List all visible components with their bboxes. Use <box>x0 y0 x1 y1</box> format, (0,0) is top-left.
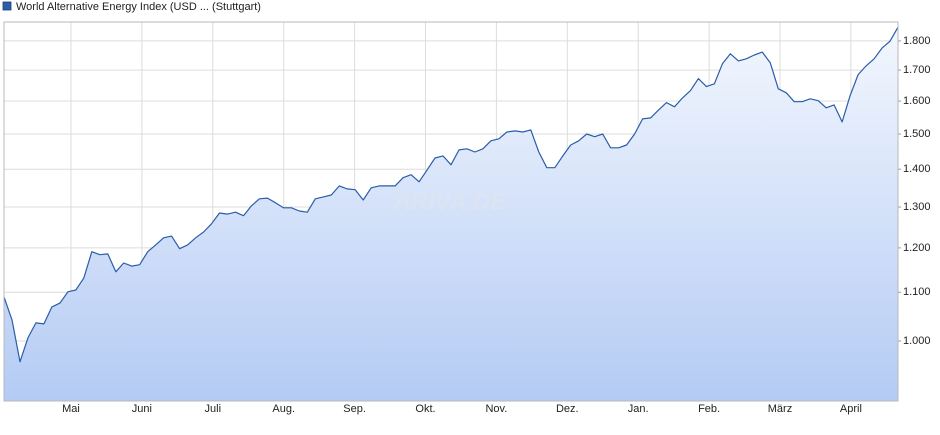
axes: 1.000 1.100 1.200 1.300 1.400 1.500 1.600 1.700… <box>3 21 931 415</box>
x-tick-label: Feb. <box>698 403 720 415</box>
area <box>4 27 898 401</box>
watermark: ARIVA.DE <box>393 188 508 215</box>
x-tick-label: Dez. <box>556 403 579 415</box>
legend-label: World Alternative Energy Index (USD ... … <box>16 1 261 13</box>
x-tick-label: Nov. <box>485 403 507 415</box>
x-tick-label: Sep. <box>343 403 366 415</box>
plot-frame <box>3 21 899 402</box>
y-tick-label: 1.500 <box>903 128 931 140</box>
y-tick-label: 1.700 <box>903 64 931 76</box>
plot <box>3 26 899 401</box>
x-tick-label: Aug. <box>272 403 295 415</box>
x-tick-label: Mai <box>62 403 80 415</box>
y-tick-label: 1.100 <box>903 286 931 298</box>
y-tick-label: 1.400 <box>903 163 931 175</box>
y-tick-label: 1.600 <box>903 95 931 107</box>
x-tick-label: April <box>840 403 862 415</box>
y-tick-label: 1.300 <box>903 201 931 213</box>
x-tick-label: Jan. <box>628 403 649 415</box>
x-tick-label: Juli <box>205 403 222 415</box>
y-tick-label: 1.800 <box>903 35 931 47</box>
y-tick-label: 1.000 <box>903 335 931 347</box>
x-tick-label: März <box>768 403 792 415</box>
x-tick-label: Juni <box>132 403 152 415</box>
x-tick-label: Okt. <box>415 403 435 415</box>
line <box>3 26 899 363</box>
y-tick-label: 1.200 <box>903 242 931 254</box>
legend-swatch <box>2 1 12 11</box>
